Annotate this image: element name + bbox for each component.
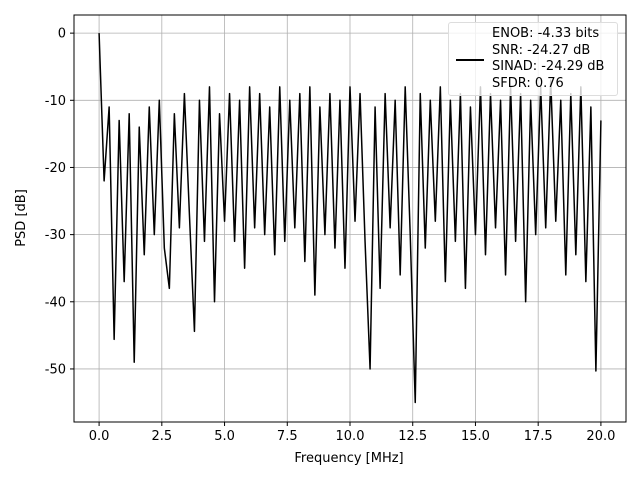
x-tick-label: 17.5 [524,429,553,444]
x-tick-label: 15.0 [461,429,490,444]
plot-area [98,33,602,404]
legend-label: ENOB: -4.33 bits SNR: -24.27 dB SINAD: -… [492,26,605,91]
x-tick-label: 10.0 [336,429,365,444]
y-tick-label: -20 [45,161,66,176]
x-tick-label: 2.5 [151,429,172,444]
legend: ENOB: -4.33 bits SNR: -24.27 dB SINAD: -… [448,22,618,96]
legend-swatch [456,59,484,61]
x-tick-label: 7.5 [277,429,298,444]
y-axis-label: PSD [dB] [14,189,29,247]
x-tick-label: 5.0 [214,429,235,444]
x-axis-label: Frequency [MHz] [294,451,403,466]
x-tick-label: 0.0 [89,429,110,444]
x-tick-label: 20.0 [586,429,615,444]
line-series [98,33,602,404]
y-tick-label: -30 [45,228,66,243]
y-tick-label: -50 [45,362,66,377]
y-tick-label: 0 [58,27,66,42]
y-tick-label: -40 [45,295,66,310]
x-tick-label: 12.5 [398,429,427,444]
y-tick-label: -10 [45,94,66,109]
grid [74,15,626,422]
